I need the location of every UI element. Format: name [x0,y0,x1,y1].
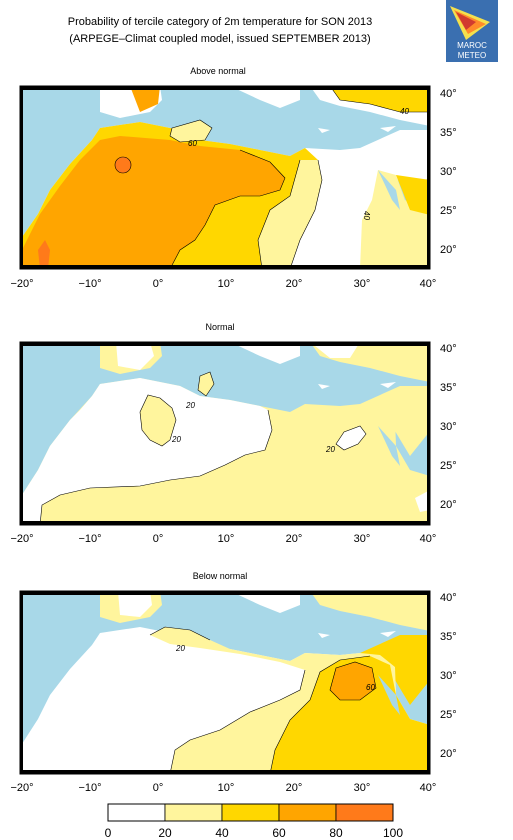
y-tick-label: 30° [440,421,457,433]
y-axis-labels: 40° 35° 30° 25° 20° [440,343,457,511]
y-tick-label: 25° [440,709,457,721]
x-tick-label: 10° [218,782,235,794]
y-tick-label: 35° [440,127,457,139]
legend-tick-label: 40 [215,826,229,840]
x-tick-label: −10° [78,278,101,290]
x-axis-labels: −20° −10° 0° 10° 20° 30° 40° [10,782,436,794]
x-tick-label: 0° [153,278,164,290]
panel-below-normal: Below normal 20 60 −20° −10° 0° 10° 20° … [10,571,457,794]
x-tick-label: 40° [420,782,437,794]
map-area: 60 40 40 [19,85,431,270]
legend-swatches [107,803,394,822]
x-axis-labels: −20° −10° 0° 10° 20° 30° 40° [10,533,436,545]
legend-tick-label: 20 [158,826,172,840]
y-tick-label: 40° [440,88,457,100]
y-tick-label: 25° [440,460,457,472]
contour-label: 60 [188,139,197,148]
map-area: 20 20 20 [19,341,431,526]
figure-subtitle: (ARPEGE–Climat coupled model, issued SEP… [69,33,371,45]
legend-ticks: 0 20 40 60 80 100 [105,826,404,840]
y-tick-label: 40° [440,592,457,604]
contour-label: 20 [175,644,185,653]
contour-label: 20 [171,435,181,444]
panel-title: Above normal [190,66,246,76]
figure-title: Probability of tercile category of 2m te… [67,16,373,28]
contour-label: 40 [362,211,371,220]
x-tick-label: 10° [218,533,235,545]
panel-above-normal: Above normal 60 40 40 [10,66,457,290]
y-axis-labels: 40° 35° 30° 25° 20° [440,88,457,256]
logo-text-meteo: METEO [458,51,486,60]
map-area: 20 60 [19,590,431,775]
x-tick-label: 20° [286,782,303,794]
legend-swatch [164,803,223,822]
y-tick-label: 35° [440,382,457,394]
legend-tick-label: 100 [383,826,403,840]
x-axis-labels: −20° −10° 0° 10° 20° 30° 40° [10,278,436,290]
x-tick-label: 40° [420,278,437,290]
y-tick-label: 40° [440,343,457,355]
contour-label: 40 [400,107,409,116]
y-tick-label: 30° [440,166,457,178]
x-tick-label: 20° [286,278,303,290]
y-tick-label: 35° [440,631,457,643]
contour-label: 20 [325,445,335,454]
panel-normal: Normal 20 20 20 −20° [10,322,457,545]
y-tick-label: 20° [440,748,457,760]
y-tick-label: 20° [440,244,457,256]
legend-swatch [107,803,166,822]
panel-title: Normal [205,322,234,332]
y-tick-label: 30° [440,670,457,682]
x-tick-label: 20° [286,533,303,545]
x-tick-label: 40° [420,533,437,545]
x-tick-label: −10° [78,782,101,794]
x-tick-label: 30° [354,533,371,545]
y-axis-labels: 40° 35° 30° 25° 20° [440,592,457,760]
x-tick-label: 0° [153,533,164,545]
legend-tick-label: 80 [329,826,343,840]
x-tick-label: 0° [153,782,164,794]
legend-swatch [221,803,280,822]
x-tick-label: −20° [10,278,33,290]
x-tick-label: −20° [10,782,33,794]
x-tick-label: −20° [10,533,33,545]
y-tick-label: 25° [440,205,457,217]
legend-swatch [335,803,394,822]
panel-title: Below normal [193,571,248,581]
x-tick-label: 30° [354,278,371,290]
logo-text-maroc: MAROC [457,41,487,50]
x-tick-label: 30° [354,782,371,794]
contour-label: 60 [366,683,375,692]
legend-swatch [278,803,337,822]
legend-tick-label: 60 [272,826,286,840]
x-tick-label: −10° [78,533,101,545]
legend-tick-label: 0 [105,826,112,840]
legend-colorbar: 0 20 40 60 80 100 [105,803,404,840]
contour-label: 20 [185,401,195,410]
maroc-meteo-logo: MAROC METEO [446,0,498,62]
y-tick-label: 20° [440,499,457,511]
x-tick-label: 10° [218,278,235,290]
